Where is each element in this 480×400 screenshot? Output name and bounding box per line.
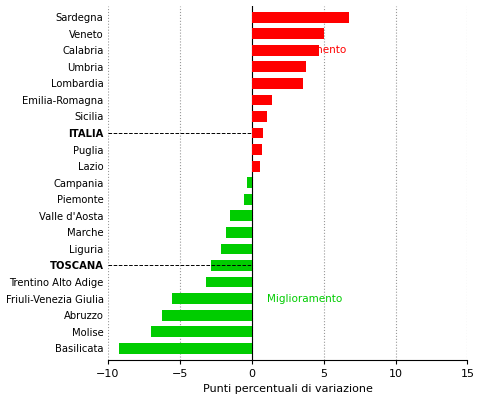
Bar — [252, 161, 260, 172]
Bar — [205, 277, 252, 288]
Bar — [211, 260, 252, 271]
Bar — [151, 326, 252, 337]
Bar — [221, 244, 252, 254]
Bar — [172, 293, 252, 304]
X-axis label: Punti percentuali di variazione: Punti percentuali di variazione — [203, 384, 372, 394]
Bar — [230, 210, 252, 221]
Bar — [247, 177, 252, 188]
Bar — [252, 78, 303, 89]
Bar — [119, 343, 252, 354]
Bar — [162, 310, 252, 320]
Text: Miglioramento: Miglioramento — [267, 294, 343, 304]
Bar — [252, 94, 272, 105]
Bar — [226, 227, 252, 238]
Bar — [252, 62, 306, 72]
Text: Peggioramento: Peggioramento — [267, 45, 347, 55]
Bar — [252, 45, 319, 56]
Bar — [244, 194, 252, 205]
Bar — [252, 144, 262, 155]
Bar — [252, 12, 349, 22]
Bar — [252, 111, 267, 122]
Bar — [252, 28, 324, 39]
Bar — [252, 128, 263, 138]
